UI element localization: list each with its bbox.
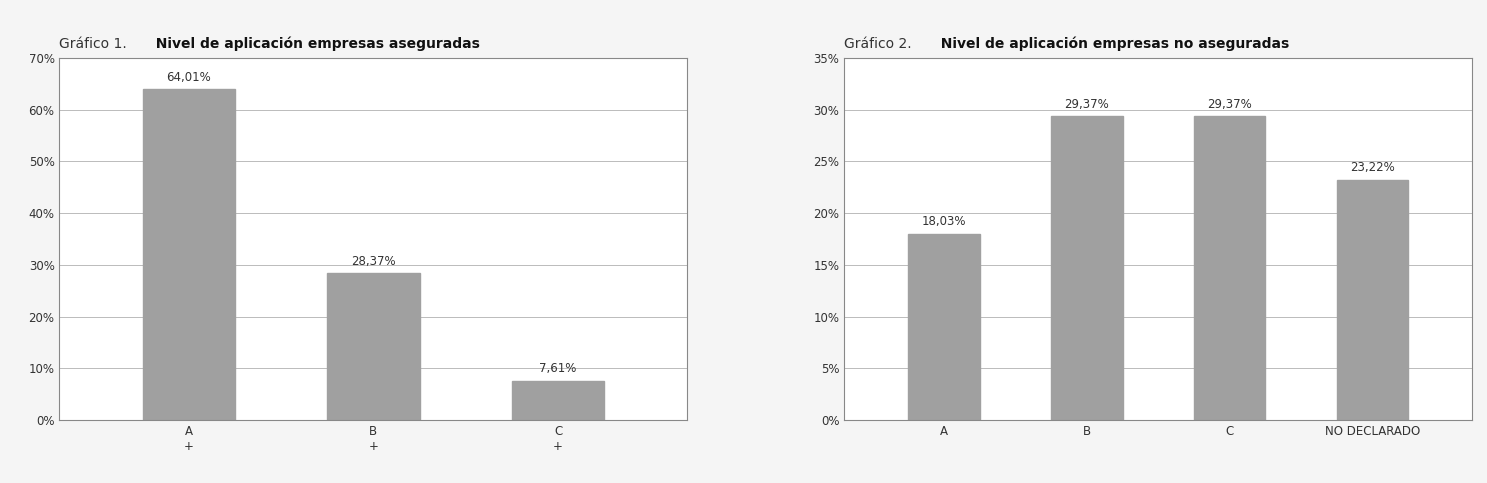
Bar bbox=[143, 89, 235, 420]
Text: 29,37%: 29,37% bbox=[1207, 98, 1252, 111]
Text: 28,37%: 28,37% bbox=[351, 255, 396, 268]
Bar bbox=[1194, 116, 1265, 420]
Bar bbox=[909, 234, 980, 420]
Text: 29,37%: 29,37% bbox=[1065, 98, 1109, 111]
Text: 64,01%: 64,01% bbox=[167, 71, 211, 84]
Text: 23,22%: 23,22% bbox=[1350, 161, 1395, 174]
Text: 18,03%: 18,03% bbox=[922, 215, 967, 228]
Bar bbox=[1051, 116, 1123, 420]
Bar bbox=[1337, 180, 1408, 420]
Text: Nivel de aplicación empresas aseguradas: Nivel de aplicación empresas aseguradas bbox=[146, 36, 480, 51]
Text: Gráfico 2.: Gráfico 2. bbox=[845, 37, 912, 51]
Bar bbox=[512, 381, 604, 420]
Bar bbox=[327, 273, 419, 420]
Text: 7,61%: 7,61% bbox=[540, 362, 577, 375]
Text: Nivel de aplicación empresas no aseguradas: Nivel de aplicación empresas no asegurad… bbox=[931, 36, 1289, 51]
Text: Gráfico 1.: Gráfico 1. bbox=[59, 37, 128, 51]
